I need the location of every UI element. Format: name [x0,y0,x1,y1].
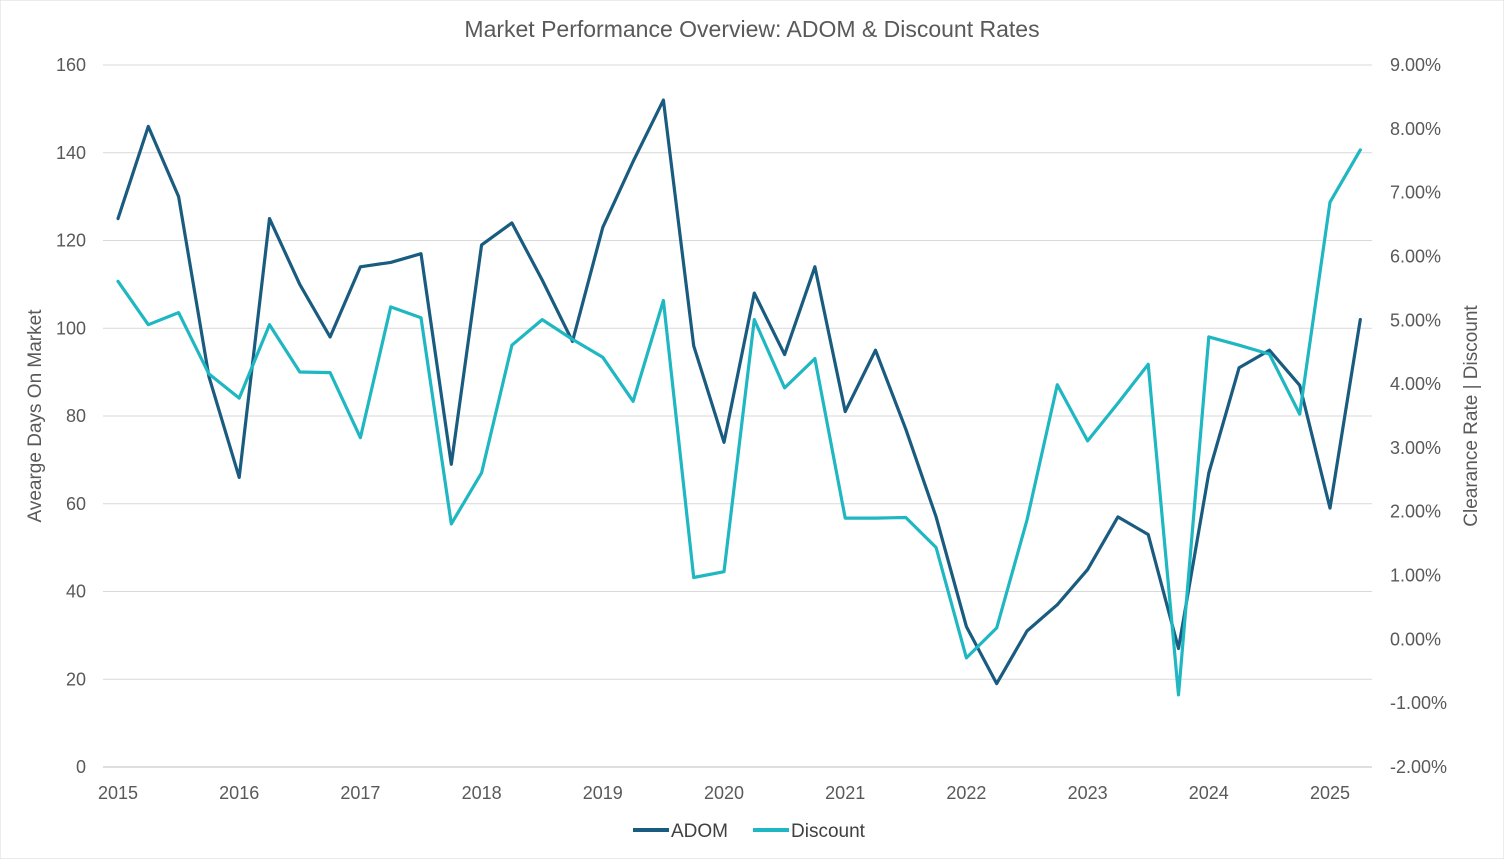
x-tick-label: 2022 [946,783,986,803]
x-tick-label: 2017 [340,783,380,803]
x-tick-label: 2018 [462,783,502,803]
series-line-adom [116,98,1362,686]
right-tick-label: 1.00% [1390,566,1441,586]
right-tick-label: 4.00% [1390,374,1441,394]
left-tick-label: 60 [66,494,86,514]
series-line-discount [116,148,1362,697]
right-tick-label: 5.00% [1390,310,1441,330]
right-tick-label: 7.00% [1390,183,1441,203]
x-tick-label: 2019 [583,783,623,803]
legend-label-discount: Discount [791,821,866,842]
right-axis-ticks: -2.00% -1.00% 0.00% 1.00% 2.00% 3.00% 4.00% 5.0… [1390,55,1447,777]
left-axis-title: Avearge Days On Market [25,309,46,523]
x-tick-label: 2025 [1310,783,1350,803]
right-tick-label: -2.00% [1390,757,1447,777]
left-tick-label: 80 [66,406,86,426]
left-tick-label: 140 [56,143,86,163]
right-tick-label: 9.00% [1390,55,1441,75]
right-tick-label: 6.00% [1390,246,1441,266]
x-tick-label: 2021 [825,783,865,803]
x-tick-label: 2023 [1068,783,1108,803]
left-tick-label: 100 [56,318,86,338]
x-tick-label: 2020 [704,783,744,803]
left-axis-ticks: 0 20 40 60 80 100 120 140 160 [56,55,86,777]
right-tick-label: 0.00% [1390,629,1441,649]
left-tick-label: 120 [56,231,86,251]
right-tick-label: 2.00% [1390,502,1441,522]
chart-title: Market Performance Overview: ADOM & Disc… [464,16,1039,42]
legend: ADOM Discount [633,821,866,842]
right-tick-label: 8.00% [1390,119,1441,139]
left-tick-label: 20 [66,669,86,689]
x-tick-label: 2024 [1189,783,1229,803]
right-tick-label: 3.00% [1390,438,1441,458]
x-tick-label: 2015 [98,783,138,803]
left-tick-label: 160 [56,55,86,75]
legend-label-adom: ADOM [671,821,728,842]
right-tick-label: -1.00% [1390,693,1447,713]
x-tick-label: 2016 [219,783,259,803]
left-tick-label: 40 [66,582,86,602]
series-lines [116,98,1362,697]
left-tick-label: 0 [76,757,86,777]
right-axis-title: Clearance Rate | Discount [1461,305,1482,527]
gridlines [103,64,1372,768]
x-axis-ticks: 2015 2016 2017 2018 2019 2020 2021 2022 2023 2024… [98,783,1350,803]
